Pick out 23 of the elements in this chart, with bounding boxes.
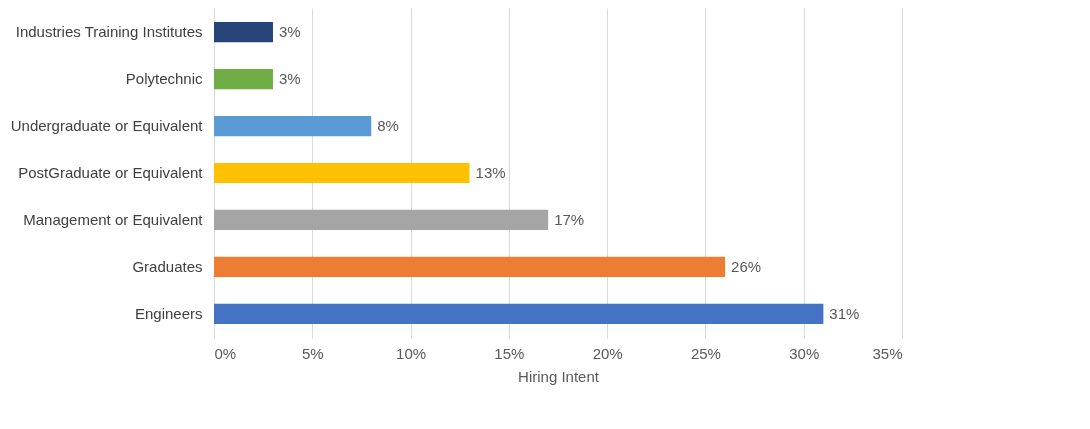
y-tick-label: Management or Equivalent xyxy=(23,210,204,228)
data-label: 13% xyxy=(475,164,506,181)
data-label: 3% xyxy=(278,23,301,41)
y-tick-label: Graduates xyxy=(132,257,203,275)
x-tick-label: 0% xyxy=(214,344,237,362)
data-label: 3% xyxy=(278,70,301,88)
data-label: 26% xyxy=(731,257,762,275)
x-axis-title: Hiring Intent xyxy=(518,367,600,385)
data-label: 17% xyxy=(554,210,585,228)
data-label: 31% xyxy=(829,304,860,322)
x-tick-label: 10% xyxy=(396,344,427,362)
x-tick-label: 20% xyxy=(592,344,623,362)
y-tick-label: Industries Training Institutes xyxy=(15,23,203,41)
y-tick-label: Undergraduate or Equivalent xyxy=(10,117,204,135)
x-tick-label: 30% xyxy=(789,344,820,362)
y-tick-label: Engineers xyxy=(134,304,203,322)
x-tick-label: 35% xyxy=(872,344,903,362)
x-tick-label: 25% xyxy=(690,344,721,362)
y-tick-label: PostGraduate or Equivalent xyxy=(18,164,204,181)
data-label: 8% xyxy=(377,117,399,135)
y-tick-label: Polytechnic xyxy=(125,70,203,88)
x-tick-label: 5% xyxy=(301,344,324,362)
x-tick-label: 15% xyxy=(494,344,525,362)
